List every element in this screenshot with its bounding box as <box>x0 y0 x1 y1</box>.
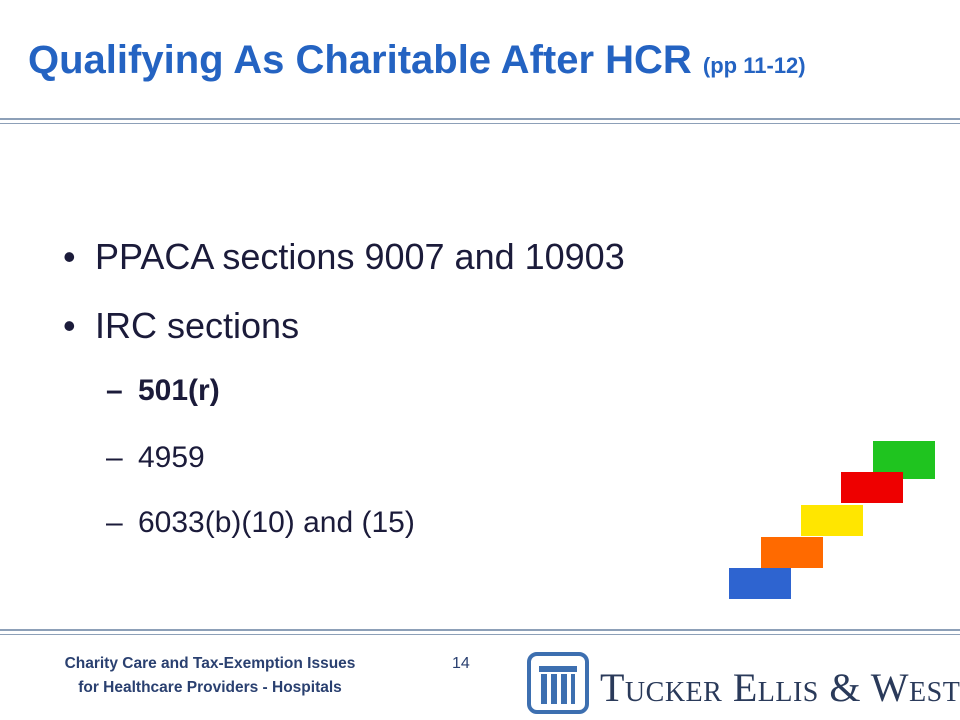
title-main: Qualifying As Charitable After HCR <box>28 38 692 82</box>
sub-bullet: 501(r) <box>106 374 220 408</box>
bullet: PPACA sections 9007 and 10903 <box>63 236 625 278</box>
slide-title: Qualifying As Charitable After HCR (pp 1… <box>28 38 806 83</box>
bullet: IRC sections <box>63 305 299 347</box>
decor-step <box>801 505 863 536</box>
sub-bullet: 4959 <box>106 441 205 475</box>
footer-rule <box>0 629 960 631</box>
decor-step <box>729 568 791 599</box>
logo-text: Tucker Ellis & West <box>600 665 960 710</box>
title-rule <box>0 118 960 120</box>
logo-icon <box>527 652 589 714</box>
title-rule <box>0 123 960 124</box>
footer-text: Charity Care and Tax-Exemption Issues <box>64 655 356 672</box>
title-note: (pp 11-12) <box>702 53 806 78</box>
page-number: 14 <box>452 655 470 672</box>
sub-bullet: 6033(b)(10) and (15) <box>106 506 415 540</box>
decor-step <box>761 537 823 568</box>
decor-step <box>841 472 903 503</box>
footer-rule <box>0 634 960 635</box>
footer-text: for Healthcare Providers - Hospitals <box>78 679 342 696</box>
